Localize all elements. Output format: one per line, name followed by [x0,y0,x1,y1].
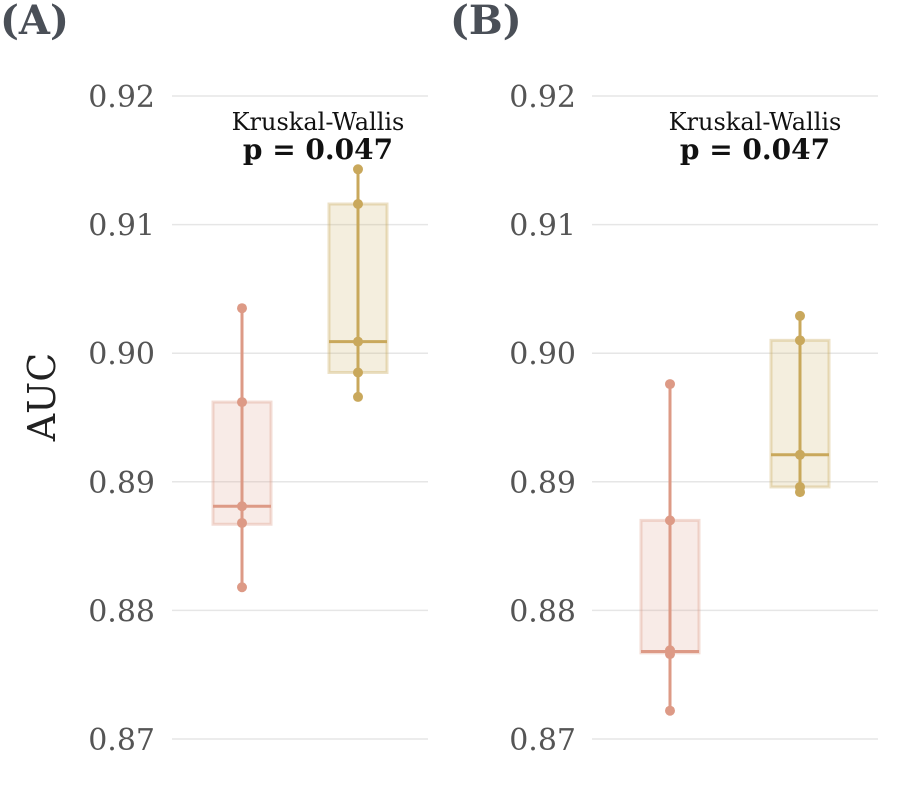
data-point [237,397,247,408]
y-tick-label: 0.92 [509,80,576,115]
test-name: Kruskal-Wallis [669,108,842,136]
data-point [353,336,363,347]
panel-1: (A) 0.87 0.88 0.89 0.90 0.91 0.92 Kruskal-Walli… [0,0,428,758]
y-tick-label: 0.92 [88,80,155,115]
y-tick-label: 0.88 [509,594,576,629]
data-point [353,164,363,175]
data-point [665,705,675,716]
data-point [353,199,363,210]
y-tick-label: 0.88 [88,594,155,629]
y-tick-label: 0.87 [88,723,155,758]
data-point [665,649,675,660]
p-value: p = 0.047 [680,133,830,166]
data-point [665,379,675,390]
y-tick-label: 0.91 [509,209,576,244]
box [639,518,701,655]
data-point [237,501,247,512]
data-point [237,517,247,528]
test-name: Kruskal-Wallis [232,108,405,136]
p-value: p = 0.047 [243,133,393,166]
y-axis-label: AUC [20,353,64,443]
data-point [353,367,363,378]
y-tick-label: 0.90 [509,337,576,372]
y-tick-label: 0.91 [88,209,155,244]
box [327,202,389,374]
panel-label: (A) [0,0,69,44]
data-point [795,335,805,346]
data-point [353,391,363,402]
data-point [795,487,805,498]
y-tick-label: 0.89 [509,466,576,501]
panel-2: (B) 0.87 0.88 0.89 0.90 0.91 0.92 Kruskal-Walli… [450,0,878,758]
y-tick-label: 0.90 [88,337,155,372]
data-point [237,303,247,314]
data-point [795,449,805,460]
box [769,338,831,489]
y-tick-label: 0.87 [509,723,576,758]
panel-label: (B) [450,0,522,44]
data-point [665,515,675,526]
y-tick-label: 0.89 [88,466,155,501]
data-point [795,310,805,321]
data-point [237,582,247,593]
